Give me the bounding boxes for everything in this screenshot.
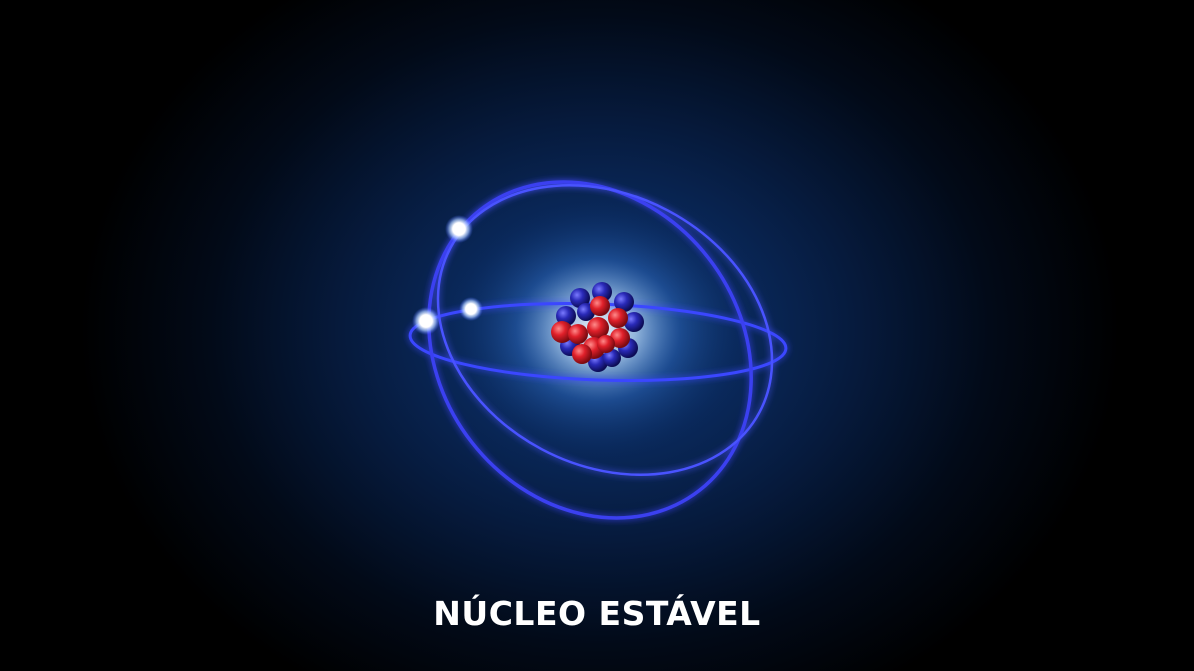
neutron <box>556 306 576 326</box>
neutron <box>570 288 590 308</box>
orbit-tilted-right <box>436 183 774 477</box>
proton <box>610 328 630 348</box>
caption-title: NÚCLEO ESTÁVEL <box>433 594 761 633</box>
nucleus <box>551 282 644 372</box>
electron <box>412 307 440 335</box>
proton <box>597 335 615 353</box>
neutron <box>603 349 621 367</box>
neutron <box>624 312 644 332</box>
electrons <box>412 215 483 335</box>
proton <box>568 324 588 344</box>
electron <box>459 297 483 321</box>
neutron <box>614 292 634 312</box>
proton <box>572 344 592 364</box>
proton <box>551 321 573 343</box>
proton <box>587 317 609 339</box>
orbit-tilted-left <box>427 180 753 520</box>
proton <box>590 296 610 316</box>
proton <box>608 308 628 328</box>
electron <box>445 215 473 243</box>
